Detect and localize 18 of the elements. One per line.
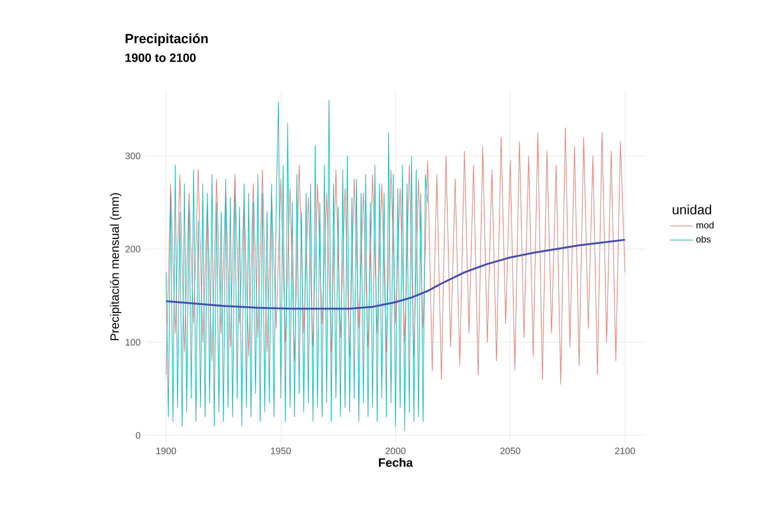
line-series (166, 100, 428, 432)
line-series (166, 128, 626, 385)
legend-label: mod (696, 222, 714, 229)
x-tick-label: 2100 (615, 448, 635, 454)
legend-title: unidad (672, 204, 712, 215)
x-axis-title: Fecha (378, 458, 413, 468)
y-axis-title: Precipitación mensual (mm) (110, 193, 122, 340)
chart-title: Precipitación (126, 34, 208, 46)
x-tick-label: 2050 (500, 448, 520, 454)
y-tick-label: 0 (136, 432, 140, 439)
x-tick-label: 2000 (386, 448, 406, 454)
legend-label: obs (696, 236, 711, 243)
y-tick-label: 200 (126, 246, 140, 253)
y-tick-label: 100 (126, 339, 140, 346)
x-tick-label: 1950 (271, 448, 291, 454)
x-tick-label: 1900 (156, 448, 176, 454)
chart-subtitle: 1900 to 2100 (126, 54, 196, 62)
y-tick-label: 300 (125, 152, 140, 160)
